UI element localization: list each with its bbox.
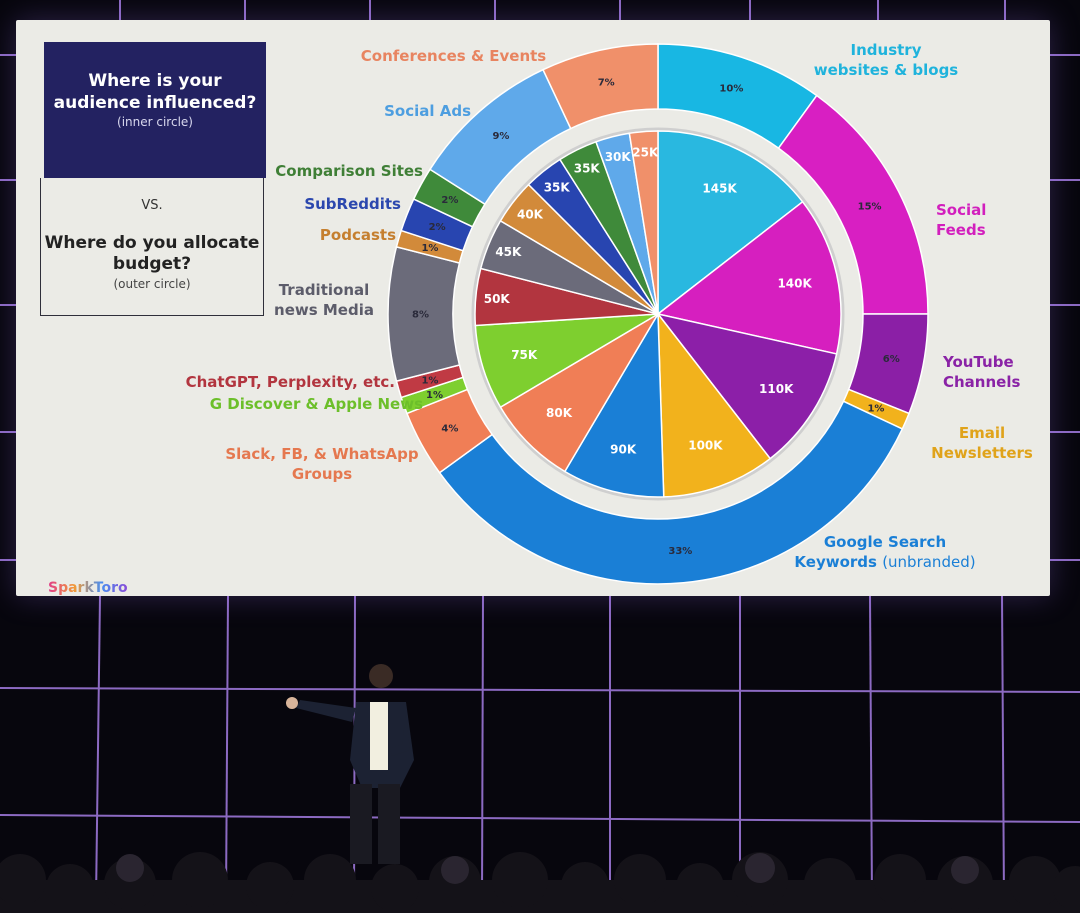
- label-comparison-sites: Comparison Sites: [275, 162, 423, 180]
- outer-slice-label-12: 9%: [492, 131, 509, 142]
- audience-highlights: [116, 853, 979, 884]
- label-conferences-events: Conferences & Events: [360, 47, 547, 65]
- inner-slice-label-8: 45K: [495, 245, 522, 259]
- outer-slice-label-11: 2%: [441, 195, 458, 206]
- outer-circle-note: (outer circle): [113, 277, 191, 291]
- versus-label: VS.: [141, 198, 163, 213]
- donut-chart: 10% 15% 6% 1% 33% 4% 1% 1% 8% 1% 2% 2% 9% 7% 145K 140K…: [387, 43, 929, 585]
- outer-slice-label-13: 7%: [598, 78, 615, 89]
- inner-slice-label-6: 75K: [511, 348, 538, 362]
- outer-slice-label-2: 6%: [883, 354, 900, 365]
- inner-slice-label-12: 30K: [605, 150, 632, 164]
- label-chatgpt: ChatGPT, Perplexity, etc.: [185, 373, 395, 391]
- outer-slice-13: [542, 43, 659, 130]
- label-subreddits: SubReddits: [304, 195, 401, 213]
- question-box-influence: Where is your audience influenced? (inne…: [44, 42, 266, 178]
- question-budget: Where do you allocate budget?: [44, 233, 260, 274]
- label-google-search: Google Search Keywords (unbranded): [780, 532, 990, 572]
- outer-slice-label-0: 10%: [719, 83, 743, 94]
- inner-ring-border: [471, 127, 845, 501]
- inner-slice-label-4: 90K: [610, 443, 637, 457]
- audience: [0, 852, 1080, 913]
- label-google-search-text: Google Search Keywords: [794, 533, 947, 571]
- outer-slice-label-10: 2%: [429, 222, 446, 233]
- inner-slice-13: [628, 130, 659, 315]
- outer-value-labels: 10% 15% 6% 1% 33% 4% 1% 1% 8% 1% 2% 2% 9% 7%: [412, 78, 900, 557]
- label-google-search-suffix: (unbranded): [882, 553, 976, 571]
- outer-slice-label-1: 15%: [858, 202, 882, 213]
- inner-slice-1: [656, 200, 842, 355]
- label-social-feeds: Social Feeds: [936, 201, 987, 239]
- inner-slice-label-3: 100K: [688, 439, 723, 453]
- question-box-budget: VS. Where do you allocate budget? (outer…: [40, 178, 264, 316]
- speaker-figure: [286, 664, 414, 864]
- outer-slice-label-9: 1%: [421, 243, 438, 254]
- label-g-discover: G Discover & Apple News: [209, 395, 423, 413]
- presentation-slide: Where is your audience influenced? (inne…: [16, 20, 1050, 596]
- label-podcasts: Podcasts: [319, 226, 396, 244]
- outer-slice-label-6: 1%: [426, 390, 443, 401]
- outer-ring: [387, 43, 929, 585]
- inner-circle-note: (inner circle): [117, 115, 193, 129]
- outer-slice-label-4: 33%: [668, 546, 692, 557]
- label-industry-websites: Industry websites & blogs: [813, 41, 959, 79]
- label-slack-fb-whatsapp: Slack, FB, & WhatsApp Groups: [225, 445, 419, 483]
- inner-slice-5: [499, 313, 659, 473]
- label-traditional-news: Traditional news Media: [274, 281, 374, 319]
- inner-slice-label-0: 145K: [702, 181, 737, 195]
- inner-slice-label-10: 35K: [544, 181, 571, 195]
- label-email-newsletters: Email Newsletters: [931, 424, 1033, 462]
- question-influence: Where is your audience influenced?: [53, 71, 257, 113]
- inner-slice-label-7: 50K: [484, 292, 511, 306]
- inner-slice-3: [657, 311, 772, 498]
- inner-slice-label-11: 35K: [574, 162, 601, 176]
- sparktoro-logo: SparkToro: [48, 580, 128, 596]
- inner-slice-0: [657, 130, 804, 316]
- label-social-ads: Social Ads: [384, 102, 471, 120]
- inner-pie: [474, 130, 842, 498]
- inner-slice-2: [656, 312, 838, 460]
- inner-slice-4: [563, 311, 665, 498]
- outer-slice-label-7: 1%: [421, 376, 438, 387]
- outer-slice-label-5: 4%: [441, 424, 458, 435]
- outer-slice-label-3: 1%: [867, 404, 884, 415]
- inner-slice-label-5: 80K: [546, 406, 573, 420]
- outer-slice-4: [438, 400, 904, 585]
- inner-slice-label-2: 110K: [759, 382, 794, 396]
- inner-value-labels: 145K140K110K100K90K80K75K50K45K40K35K35K…: [484, 145, 813, 456]
- inner-slice-label-1: 140K: [777, 276, 812, 290]
- inner-slice-label-9: 40K: [517, 208, 544, 222]
- outer-slice-label-8: 8%: [412, 309, 429, 320]
- label-youtube-channels: YouTube Channels: [943, 353, 1021, 391]
- inner-slice-label-13: 25K: [632, 145, 659, 159]
